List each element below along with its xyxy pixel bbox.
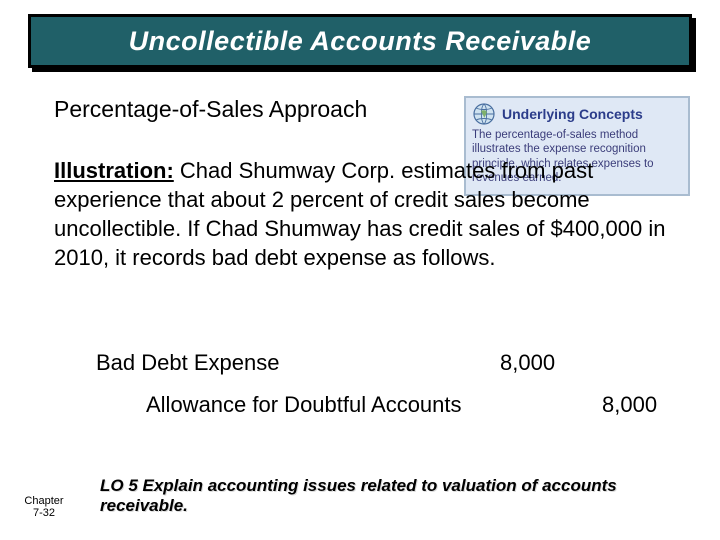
illustration-label: Illustration: [54, 158, 174, 183]
illustration-paragraph: Illustration: Chad Shumway Corp. estimat… [54, 156, 680, 272]
section-subtitle: Percentage-of-Sales Approach [54, 96, 367, 123]
chapter-footer: Chapter 7-32 [14, 495, 74, 520]
debit-account: Bad Debt Expense [96, 350, 279, 376]
credit-amount: 8,000 [602, 392, 657, 418]
globe-icon [472, 102, 496, 126]
slide: Uncollectible Accounts Receivable Percen… [0, 0, 720, 540]
chapter-label: Chapter [14, 495, 74, 508]
callout-header: Underlying Concepts [472, 102, 682, 126]
slide-title: Uncollectible Accounts Receivable [129, 26, 592, 57]
chapter-number: 7-32 [14, 507, 74, 520]
debit-amount: 8,000 [500, 350, 555, 376]
credit-account: Allowance for Doubtful Accounts [146, 392, 462, 418]
learning-objective: LO 5 Explain accounting issues related t… [100, 476, 702, 516]
callout-heading: Underlying Concepts [502, 106, 643, 122]
title-bar: Uncollectible Accounts Receivable [28, 14, 692, 68]
